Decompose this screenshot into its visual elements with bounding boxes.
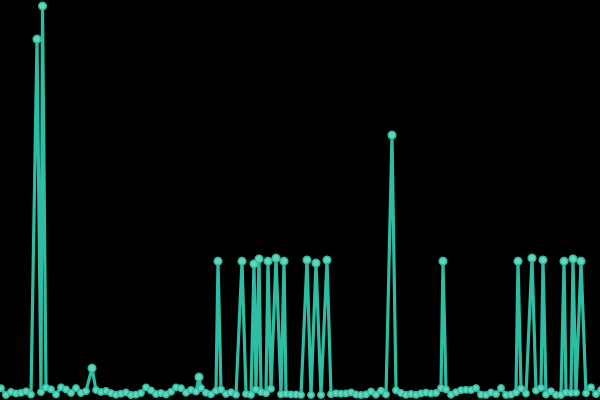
- baseline-marker: [547, 387, 555, 396]
- peak-marker: [194, 372, 204, 382]
- peak-marker: [322, 255, 332, 265]
- peak-marker: [559, 256, 569, 266]
- baseline-marker: [382, 390, 390, 399]
- peak-marker: [387, 130, 397, 140]
- peak-marker: [302, 255, 312, 265]
- baseline-marker: [377, 386, 385, 395]
- baseline-marker: [47, 385, 55, 394]
- baseline-marker: [217, 385, 225, 394]
- baseline-marker: [37, 388, 45, 397]
- peak-marker: [538, 255, 548, 265]
- baseline-marker: [317, 390, 325, 399]
- spectrum-line: [0, 4, 600, 397]
- baseline-marker: [297, 390, 305, 399]
- baseline-marker: [232, 390, 240, 399]
- baseline-marker: [262, 389, 270, 398]
- baseline-marker: [512, 388, 520, 397]
- peak-marker: [271, 253, 281, 263]
- peak-marker: [263, 256, 273, 266]
- peak-marker: [32, 34, 42, 44]
- baseline-marker: [52, 390, 60, 399]
- baseline-marker: [372, 390, 380, 399]
- peak-marker: [279, 256, 289, 266]
- baseline-marker: [572, 388, 580, 397]
- peak-marker: [87, 363, 97, 373]
- peak-marker: [311, 258, 321, 268]
- baseline-marker: [0, 384, 5, 393]
- peak-marker: [37, 1, 48, 11]
- peak-marker: [213, 256, 223, 266]
- baseline-marker: [307, 391, 315, 399]
- baseline-marker: [597, 386, 600, 394]
- baseline-marker: [82, 387, 90, 396]
- peak-marker: [568, 254, 578, 264]
- peak-marker: [438, 256, 448, 266]
- peak-marker: [254, 254, 264, 264]
- baseline-marker: [497, 384, 505, 392]
- baseline-marker: [197, 384, 205, 392]
- baseline-marker: [27, 390, 35, 399]
- baseline-marker: [67, 388, 75, 397]
- baseline-marker: [442, 385, 450, 394]
- baseline-marker: [522, 389, 530, 398]
- baseline-marker: [587, 383, 595, 392]
- baseline-marker: [472, 384, 480, 393]
- baseline-marker: [537, 383, 545, 392]
- peak-marker: [513, 256, 523, 266]
- baseline-marker: [592, 390, 600, 399]
- baseline-marker: [177, 384, 185, 393]
- baseline-marker: [517, 384, 525, 393]
- baseline-marker: [267, 384, 275, 393]
- baseline-marker: [167, 387, 175, 396]
- peak-marker: [527, 253, 537, 263]
- baseline-marker: [432, 388, 440, 397]
- baseline-marker: [582, 389, 590, 398]
- baseline-marker: [492, 390, 500, 399]
- peak-marker: [576, 256, 586, 266]
- peak-marker: [237, 256, 247, 266]
- baseline-marker: [72, 384, 80, 393]
- baseline-marker: [137, 389, 145, 398]
- baseline-marker: [247, 390, 255, 399]
